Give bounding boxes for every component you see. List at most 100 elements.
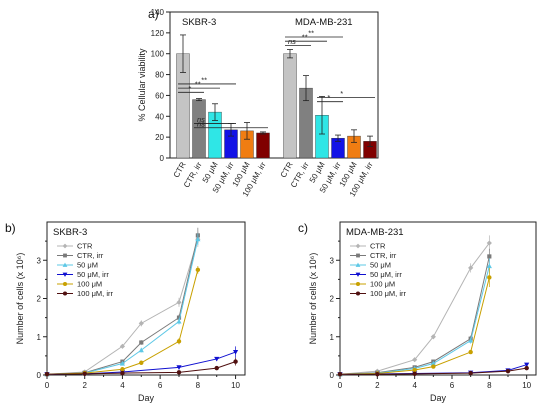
chart-title: MDA-MB-231 — [346, 227, 404, 238]
data-point — [119, 343, 126, 349]
data-point — [195, 267, 201, 273]
y-tick-label: 80 — [155, 71, 164, 80]
data-point — [355, 243, 361, 249]
y-tick-label: 3 — [330, 256, 335, 265]
legend-label: 100 μM, irr — [77, 289, 113, 298]
legend-label: CTR, irr — [77, 251, 104, 260]
y-tick-label: 40 — [155, 112, 164, 121]
data-point — [139, 340, 144, 345]
y-tick-label: 1 — [37, 333, 42, 342]
y-tick-label: 60 — [155, 91, 164, 100]
data-point — [430, 334, 436, 340]
significance-label: ** — [308, 29, 314, 38]
data-point — [412, 367, 417, 373]
x-tick-label: 8 — [487, 381, 492, 390]
panel-label: b) — [5, 221, 16, 235]
data-point — [138, 347, 144, 353]
significance-label: * — [340, 89, 343, 98]
data-point — [139, 360, 144, 365]
legend-label: CTR, irr — [370, 251, 397, 260]
data-point — [412, 357, 418, 363]
significance-label: ns — [197, 115, 205, 124]
data-point — [176, 365, 182, 370]
data-point — [233, 359, 238, 364]
data-point — [356, 253, 360, 258]
plot-frame — [169, 11, 379, 159]
data-point — [214, 365, 219, 371]
data-point — [82, 371, 87, 377]
y-tick-label: 120 — [151, 29, 165, 38]
y-tick-label: 140 — [151, 8, 165, 17]
data-point — [337, 372, 343, 377]
data-point — [62, 281, 68, 287]
data-point — [355, 262, 361, 267]
x-tick-label: 6 — [158, 381, 163, 390]
x-tick-label: 2 — [375, 381, 380, 390]
data-point — [62, 291, 68, 296]
x-axis-label: Day — [430, 393, 447, 403]
y-tick-label: 0 — [330, 371, 335, 380]
data-point — [524, 365, 529, 371]
y-tick-label: 0 — [160, 154, 165, 163]
data-point — [232, 349, 239, 355]
legend-label: 100 μM — [370, 280, 395, 289]
data-point — [468, 370, 473, 376]
y-tick-label: 2 — [37, 295, 42, 304]
y-tick-label: 1 — [330, 333, 335, 342]
data-point — [468, 349, 473, 355]
data-point — [63, 253, 67, 258]
data-point — [412, 371, 417, 377]
x-tick-label: 2 — [82, 381, 87, 390]
chart-title: SKBR-3 — [53, 227, 87, 238]
data-point — [176, 299, 182, 305]
legend-label: CTR — [370, 242, 386, 251]
data-point — [468, 337, 474, 343]
group-title: MDA-MB-231 — [295, 17, 353, 28]
significance-label: ns — [197, 119, 205, 128]
data-point — [355, 272, 361, 277]
x-tick-label: 0 — [338, 381, 343, 390]
data-point — [524, 362, 530, 368]
y-axis-label: Number of cells (x 10⁶) — [308, 253, 318, 345]
data-point — [487, 254, 492, 259]
x-tick-label: 10 — [522, 381, 531, 390]
data-point — [195, 236, 201, 242]
legend-label: 50 μM, irr — [370, 270, 402, 279]
x-axis-label: Day — [138, 393, 155, 403]
series-line — [46, 239, 199, 375]
x-tick-label: 4 — [120, 381, 125, 390]
series-line — [46, 269, 199, 375]
data-point — [355, 291, 361, 296]
data-point — [44, 372, 50, 377]
y-axis-label: % Cellular viability — [137, 48, 147, 122]
legend-label: 50 μM, irr — [77, 270, 109, 279]
legend-label: 50 μM — [370, 261, 391, 270]
legend-label: CTR — [77, 242, 93, 251]
data-point — [430, 360, 436, 366]
group-title: SKBR-3 — [182, 17, 216, 28]
y-tick-label: 2 — [330, 295, 335, 304]
data-point — [120, 367, 125, 372]
series-line — [339, 277, 490, 375]
y-tick-label: 20 — [155, 133, 164, 142]
data-point — [355, 281, 361, 287]
x-tick-label: 10 — [231, 381, 240, 390]
data-point — [119, 360, 126, 366]
series-line — [339, 242, 490, 375]
data-point — [176, 339, 182, 344]
panel-label: c) — [298, 221, 308, 235]
x-tick-label: 6 — [450, 381, 455, 390]
data-point — [486, 263, 492, 269]
legend-label: 100 μM, irr — [370, 289, 406, 298]
panel-label: a) — [148, 7, 159, 21]
data-point — [176, 370, 182, 375]
data-point — [62, 243, 68, 249]
data-point — [375, 372, 380, 377]
legend-label: 50 μM — [77, 261, 98, 270]
data-point — [176, 318, 182, 324]
x-tick-label: 4 — [412, 381, 417, 390]
